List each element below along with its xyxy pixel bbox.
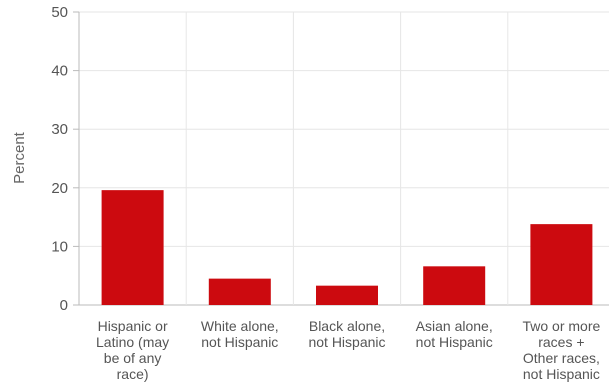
y-tick-label: 10	[51, 238, 68, 255]
y-axis-ticks: 0 10 20 30 40 50	[51, 4, 79, 314]
y-tick-label: 50	[51, 4, 68, 21]
y-tick-label: 0	[60, 297, 68, 314]
y-tick-label: 40	[51, 63, 68, 80]
bars	[101, 190, 593, 305]
bar	[530, 224, 593, 305]
y-tick-label: 30	[51, 121, 68, 138]
x-axis-labels: Hispanic or Latino (may be of any race) Whit…	[96, 318, 600, 382]
bar	[101, 190, 164, 305]
x-category-label: Black alone, not Hispanic	[308, 318, 385, 350]
x-category-label: Two or more races + Other races, not Hispan…	[522, 318, 600, 382]
y-tick-label: 20	[51, 180, 68, 197]
x-category-label: White alone, not Hispanic	[201, 318, 279, 350]
x-category-label: Hispanic or Latino (may be of any race)	[96, 318, 169, 382]
bar	[316, 285, 378, 305]
y-axis-title: Percent	[11, 131, 28, 184]
bar	[208, 278, 271, 305]
gridlines	[78, 11, 609, 306]
x-category-label: Asian alone, not Hispanic	[416, 318, 493, 350]
bar	[423, 266, 486, 305]
